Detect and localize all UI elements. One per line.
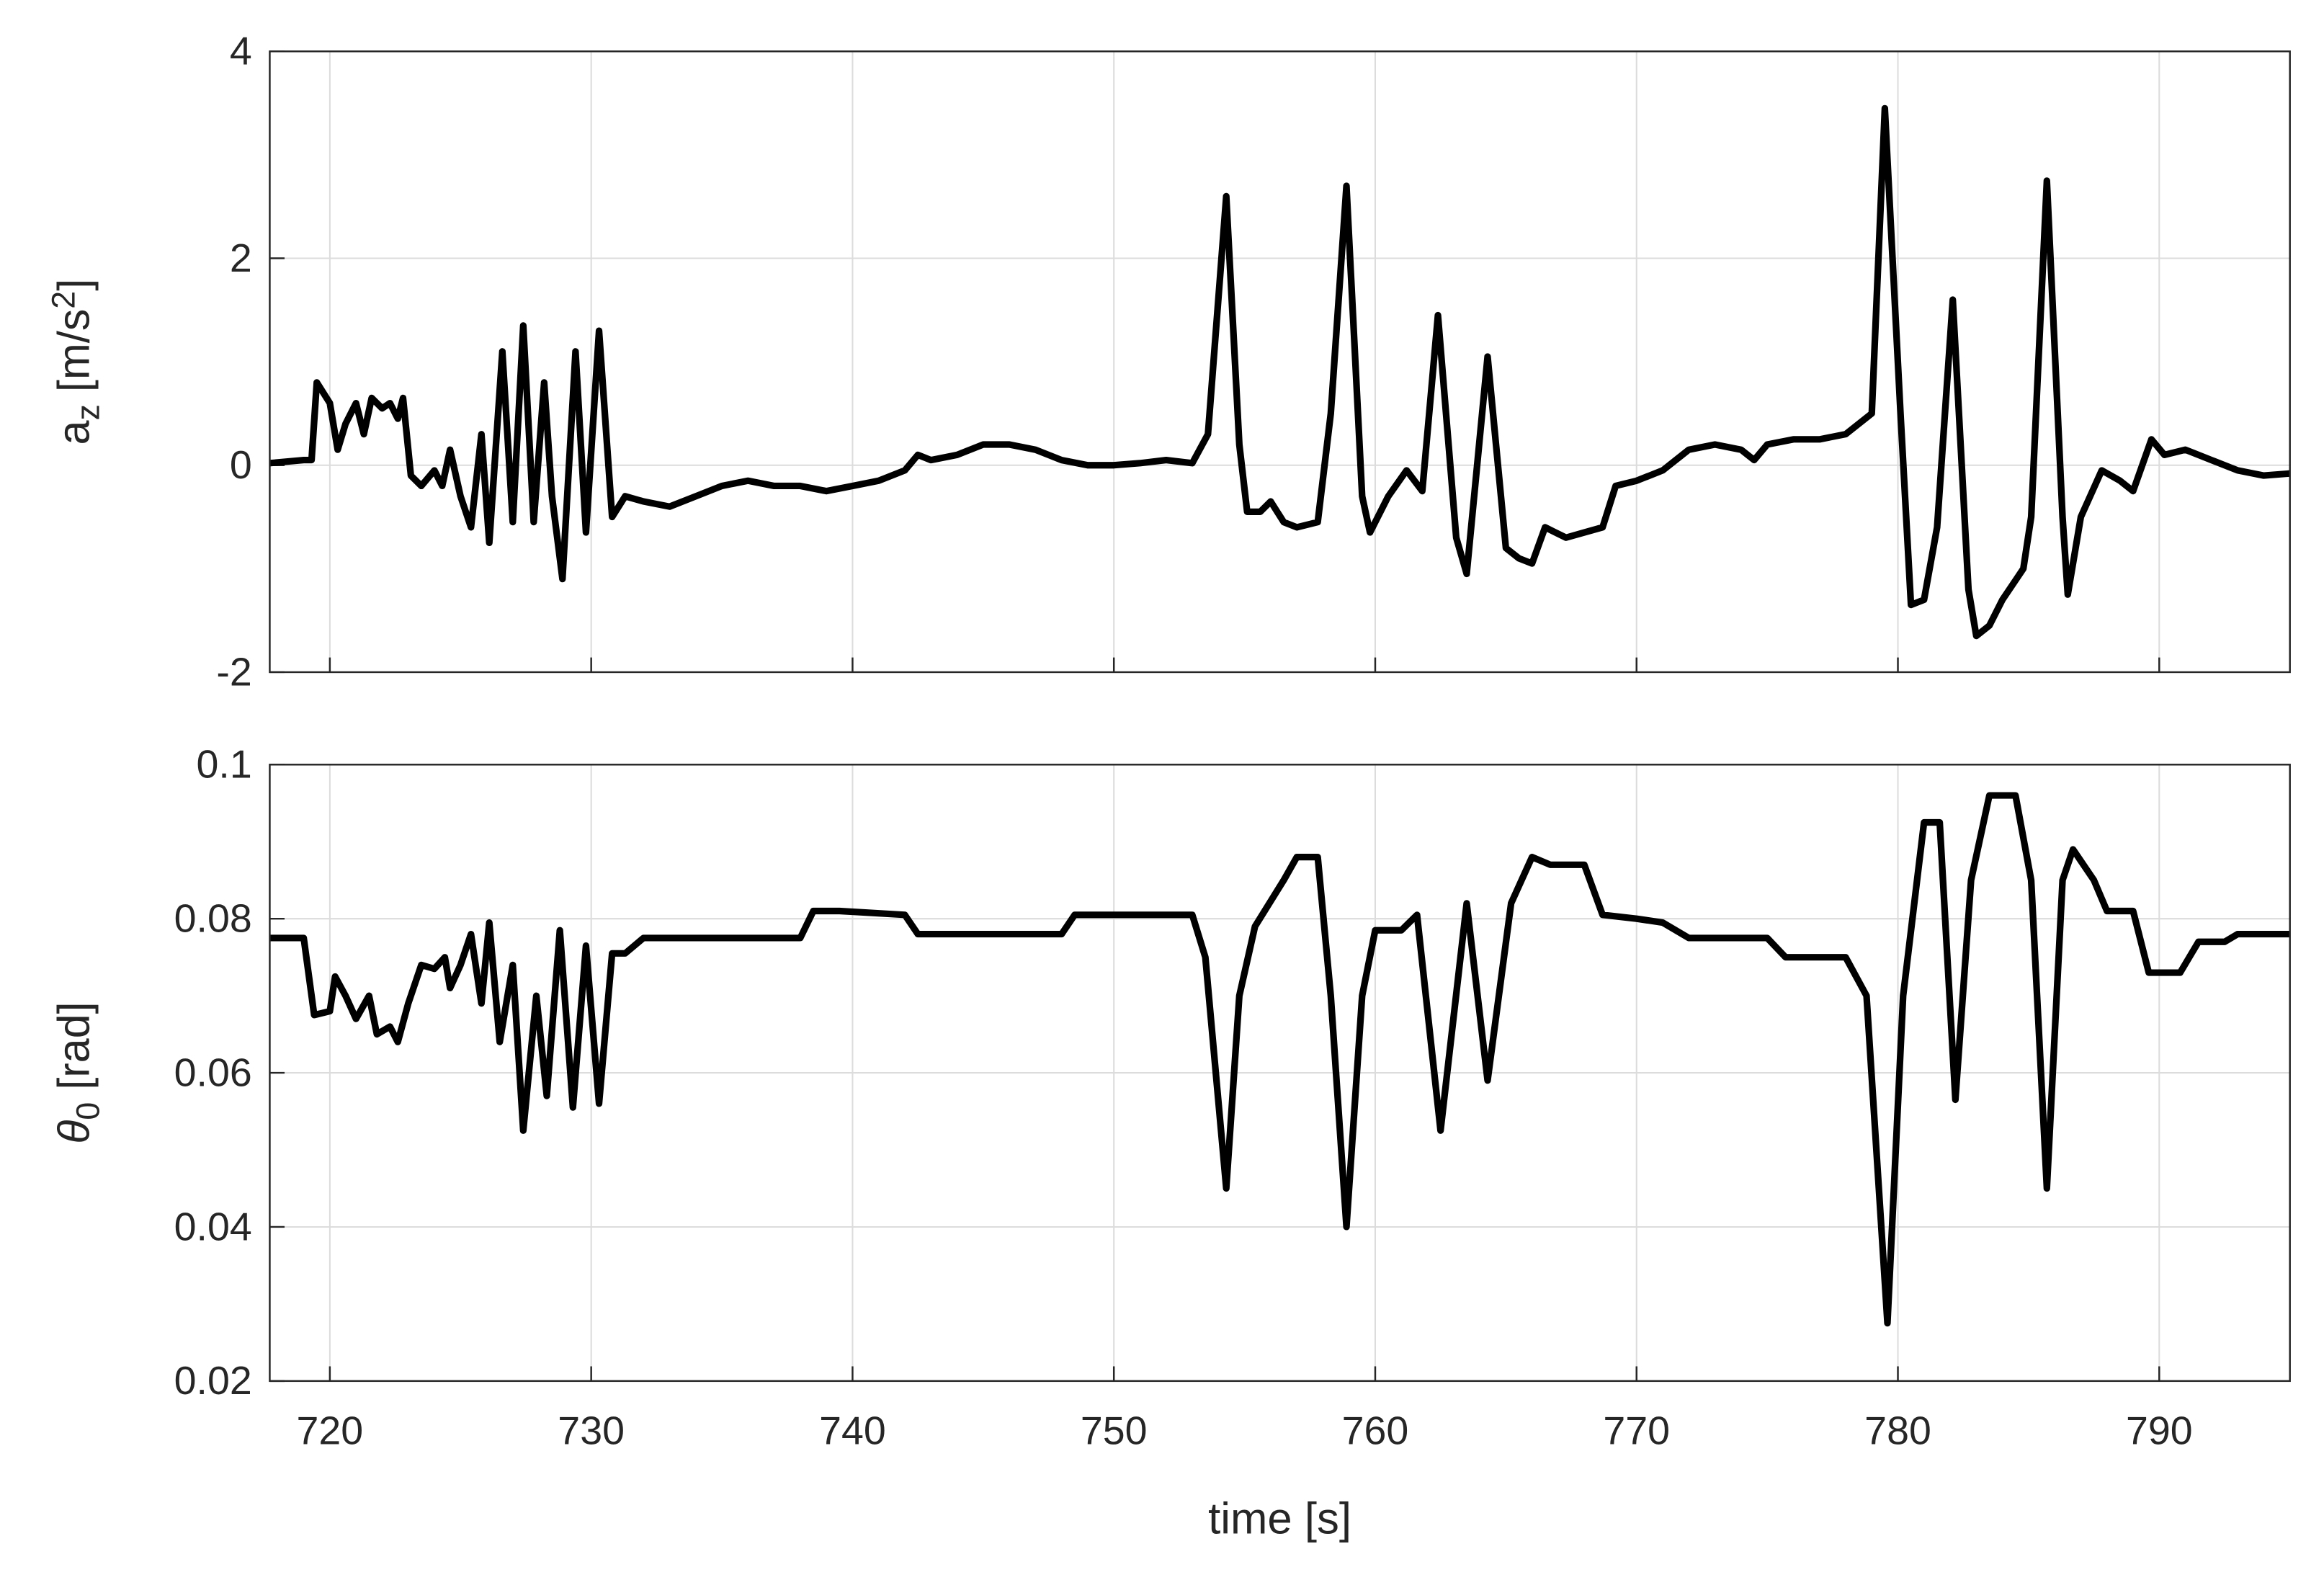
x-tick-label: 720 xyxy=(297,1408,364,1453)
y-axis-label-part: z xyxy=(69,404,106,420)
y-axis-label-part: [m/s xyxy=(49,309,99,404)
y-axis-label-part: a xyxy=(49,420,99,445)
y-axis-label-part: 0 xyxy=(69,1102,106,1120)
y-tick-label: 0.02 xyxy=(174,1358,252,1403)
x-axis-label: time [s] xyxy=(1208,1494,1351,1544)
y-tick-label: 2 xyxy=(230,236,252,280)
y-tick-label: 4 xyxy=(230,29,252,73)
y-axis-label-part: 2 xyxy=(45,291,81,309)
x-tick-label: 790 xyxy=(2126,1408,2193,1453)
y-tick-label: 0.04 xyxy=(174,1205,252,1249)
data-line xyxy=(269,792,2290,1327)
x-tick-label: 750 xyxy=(1081,1408,1148,1453)
y-tick-label: 0 xyxy=(230,442,252,487)
y-tick-label: 0.06 xyxy=(174,1050,252,1095)
x-tick-label: 770 xyxy=(1603,1408,1670,1453)
data-line xyxy=(269,104,2291,640)
x-tick-label: 740 xyxy=(819,1408,886,1453)
y-tick-label: 0.1 xyxy=(197,742,252,787)
y-tick-label: 0.08 xyxy=(174,896,252,941)
y-axis-label-part: θ xyxy=(49,1120,99,1144)
axes-box xyxy=(269,50,2291,674)
y-axis-label-part: ] xyxy=(49,279,99,291)
x-tick-label: 780 xyxy=(1864,1408,1931,1453)
y-axis-label: θ0 [rad] xyxy=(49,1001,106,1143)
x-tick-label: 730 xyxy=(558,1408,625,1453)
y-axis-label-part: [rad] xyxy=(49,1001,99,1102)
x-tick-label: 760 xyxy=(1342,1408,1409,1453)
y-axis-label: az [m/s2] xyxy=(45,279,106,445)
axes-box xyxy=(269,764,2291,1383)
y-tick-label: -2 xyxy=(216,650,251,695)
